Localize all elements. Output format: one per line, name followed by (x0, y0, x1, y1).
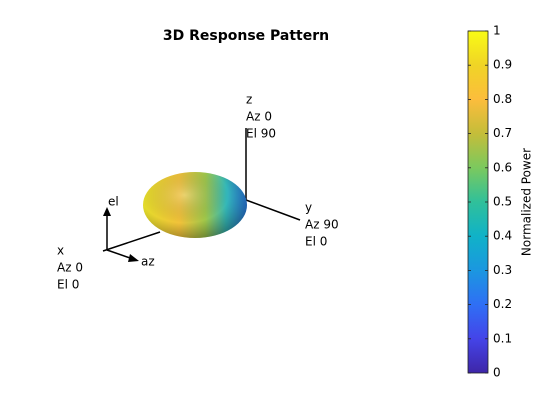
local-axis-label: az (141, 255, 155, 269)
axes-3d (102, 128, 301, 252)
colorbar-tick-label: 0.3 (493, 263, 512, 277)
colorbar-tick-label: 0.7 (493, 126, 512, 140)
axis-azimuth: Az 0 (246, 110, 272, 124)
y-axis (245, 199, 301, 221)
colorbar-tick-label: 0.2 (493, 297, 512, 311)
x-axis (102, 231, 161, 252)
axis-name: y (305, 201, 312, 215)
colorbar-tick-label: 0.9 (493, 58, 512, 72)
colorbar-tick-label: 0.4 (493, 229, 512, 243)
axis-name: z (246, 93, 252, 107)
colorbar-tick-label: 0.8 (493, 92, 512, 106)
local-axis-label: el (108, 195, 119, 209)
local-axes (103, 207, 139, 262)
axis-elevation: El 0 (305, 235, 327, 249)
axis-azimuth: Az 0 (57, 261, 83, 275)
colorbar-tick-label: 0.1 (493, 331, 512, 345)
colorbar-tick-label: 0.6 (493, 160, 512, 174)
colorbar-label: Normalized Power (520, 148, 534, 256)
el-arrowhead (103, 207, 111, 216)
colorbar-tick-label: 0 (493, 366, 501, 380)
colorbar-tick-label: 1 (493, 24, 501, 38)
pattern-shading (143, 172, 247, 238)
axis-elevation: El 0 (57, 278, 79, 292)
axis-azimuth: Az 90 (305, 218, 339, 232)
chart-title: 3D Response Pattern (163, 28, 329, 44)
axis-name: x (57, 244, 64, 258)
az-arrow (106, 249, 134, 260)
az-arrowhead (128, 254, 139, 262)
axis-elevation: El 90 (246, 127, 276, 141)
colorbar-tick-label: 0.5 (493, 195, 512, 209)
